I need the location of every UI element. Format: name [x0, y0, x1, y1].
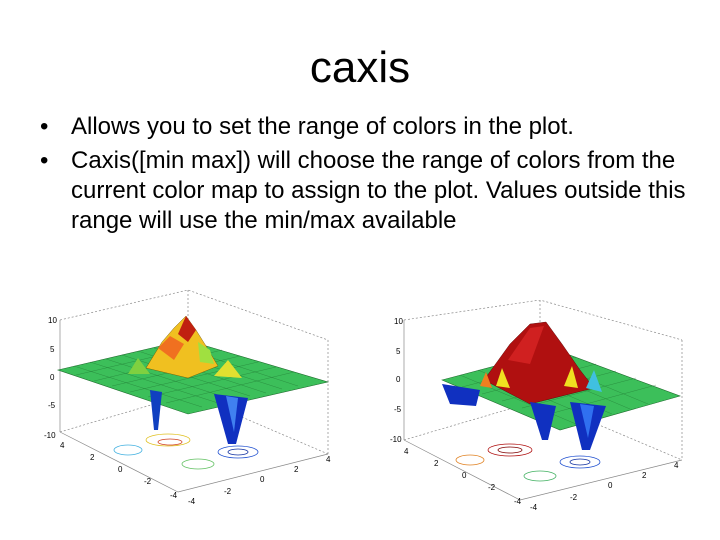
yellow-spike	[564, 366, 578, 388]
x-tick: 0	[608, 481, 613, 490]
y-tick: 2	[434, 459, 439, 468]
bullet-text: Allows you to set the range of colors in…	[71, 113, 574, 140]
z-tick: 5	[50, 345, 55, 354]
yellow-spike	[496, 368, 510, 388]
slide-title: caxis	[309, 43, 411, 92]
trough-left	[150, 390, 162, 430]
z-tick: -5	[394, 405, 402, 414]
y-tick: -2	[144, 477, 152, 486]
z-tick: 10	[394, 317, 403, 326]
z-tick: 5	[396, 347, 401, 356]
surface-plot-right: 10 5 0 -5 -10 4 2 0 -2 -4 -4 -2 0 2 4	[390, 300, 683, 512]
trough-left	[442, 384, 480, 406]
y-tick: 4	[60, 441, 65, 450]
trough-highlight	[226, 396, 238, 432]
trough-right	[214, 394, 248, 444]
side-peak-left	[128, 358, 150, 374]
top-edge	[403, 300, 683, 341]
x-tick: 2	[642, 471, 647, 480]
peak-green-face	[198, 342, 214, 364]
peak-orange-face	[158, 336, 184, 360]
x-tick: -4	[188, 497, 196, 506]
floor-edge-front	[403, 439, 683, 501]
floor-edge-front	[59, 431, 329, 493]
y-tick: -4	[514, 497, 522, 506]
bullet-dot-icon: •	[40, 147, 49, 174]
orange-spike	[480, 372, 492, 388]
bullet-item: • Allows you to set the range of colors …	[40, 112, 700, 142]
x-tick: -2	[570, 493, 578, 502]
x-tick: -4	[530, 503, 538, 512]
z-tick: 10	[48, 316, 57, 325]
side-peak-right	[214, 360, 242, 378]
y-tick: 0	[462, 471, 467, 480]
y-tick: 4	[404, 447, 409, 456]
peak-highlight	[508, 326, 544, 364]
trough-center	[530, 402, 556, 440]
y-tick: -4	[170, 491, 178, 500]
surface-sheet	[56, 339, 330, 415]
y-tick: -2	[488, 483, 496, 492]
bullet-text: Caxis([min max]) will choose the range o…	[71, 147, 686, 234]
surface-plot-left: 10 5 0 -5 -10 4 2 0 -2 -4 -4 -2 0 2 4	[44, 289, 331, 506]
x-tick: 2	[294, 465, 299, 474]
y-tick: 0	[118, 465, 123, 474]
bullet-item: • Caxis([min max]) will choose the range…	[40, 146, 700, 236]
peak-top-red	[178, 316, 196, 342]
y-tick: 2	[90, 453, 95, 462]
z-tick: -10	[390, 435, 402, 444]
z-tick: 0	[50, 373, 55, 382]
x-tick: 0	[260, 475, 265, 484]
x-tick: -2	[224, 487, 232, 496]
z-tick: 0	[396, 375, 401, 384]
cyan-spike	[586, 370, 602, 392]
trough-highlight	[580, 404, 594, 438]
z-tick: -10	[44, 431, 56, 440]
bullet-dot-icon: •	[40, 113, 49, 140]
x-tick: 4	[674, 461, 679, 470]
z-tick: -5	[48, 401, 56, 410]
bullet-list: • Allows you to set the range of colors …	[40, 112, 700, 240]
x-tick: 4	[326, 455, 331, 464]
